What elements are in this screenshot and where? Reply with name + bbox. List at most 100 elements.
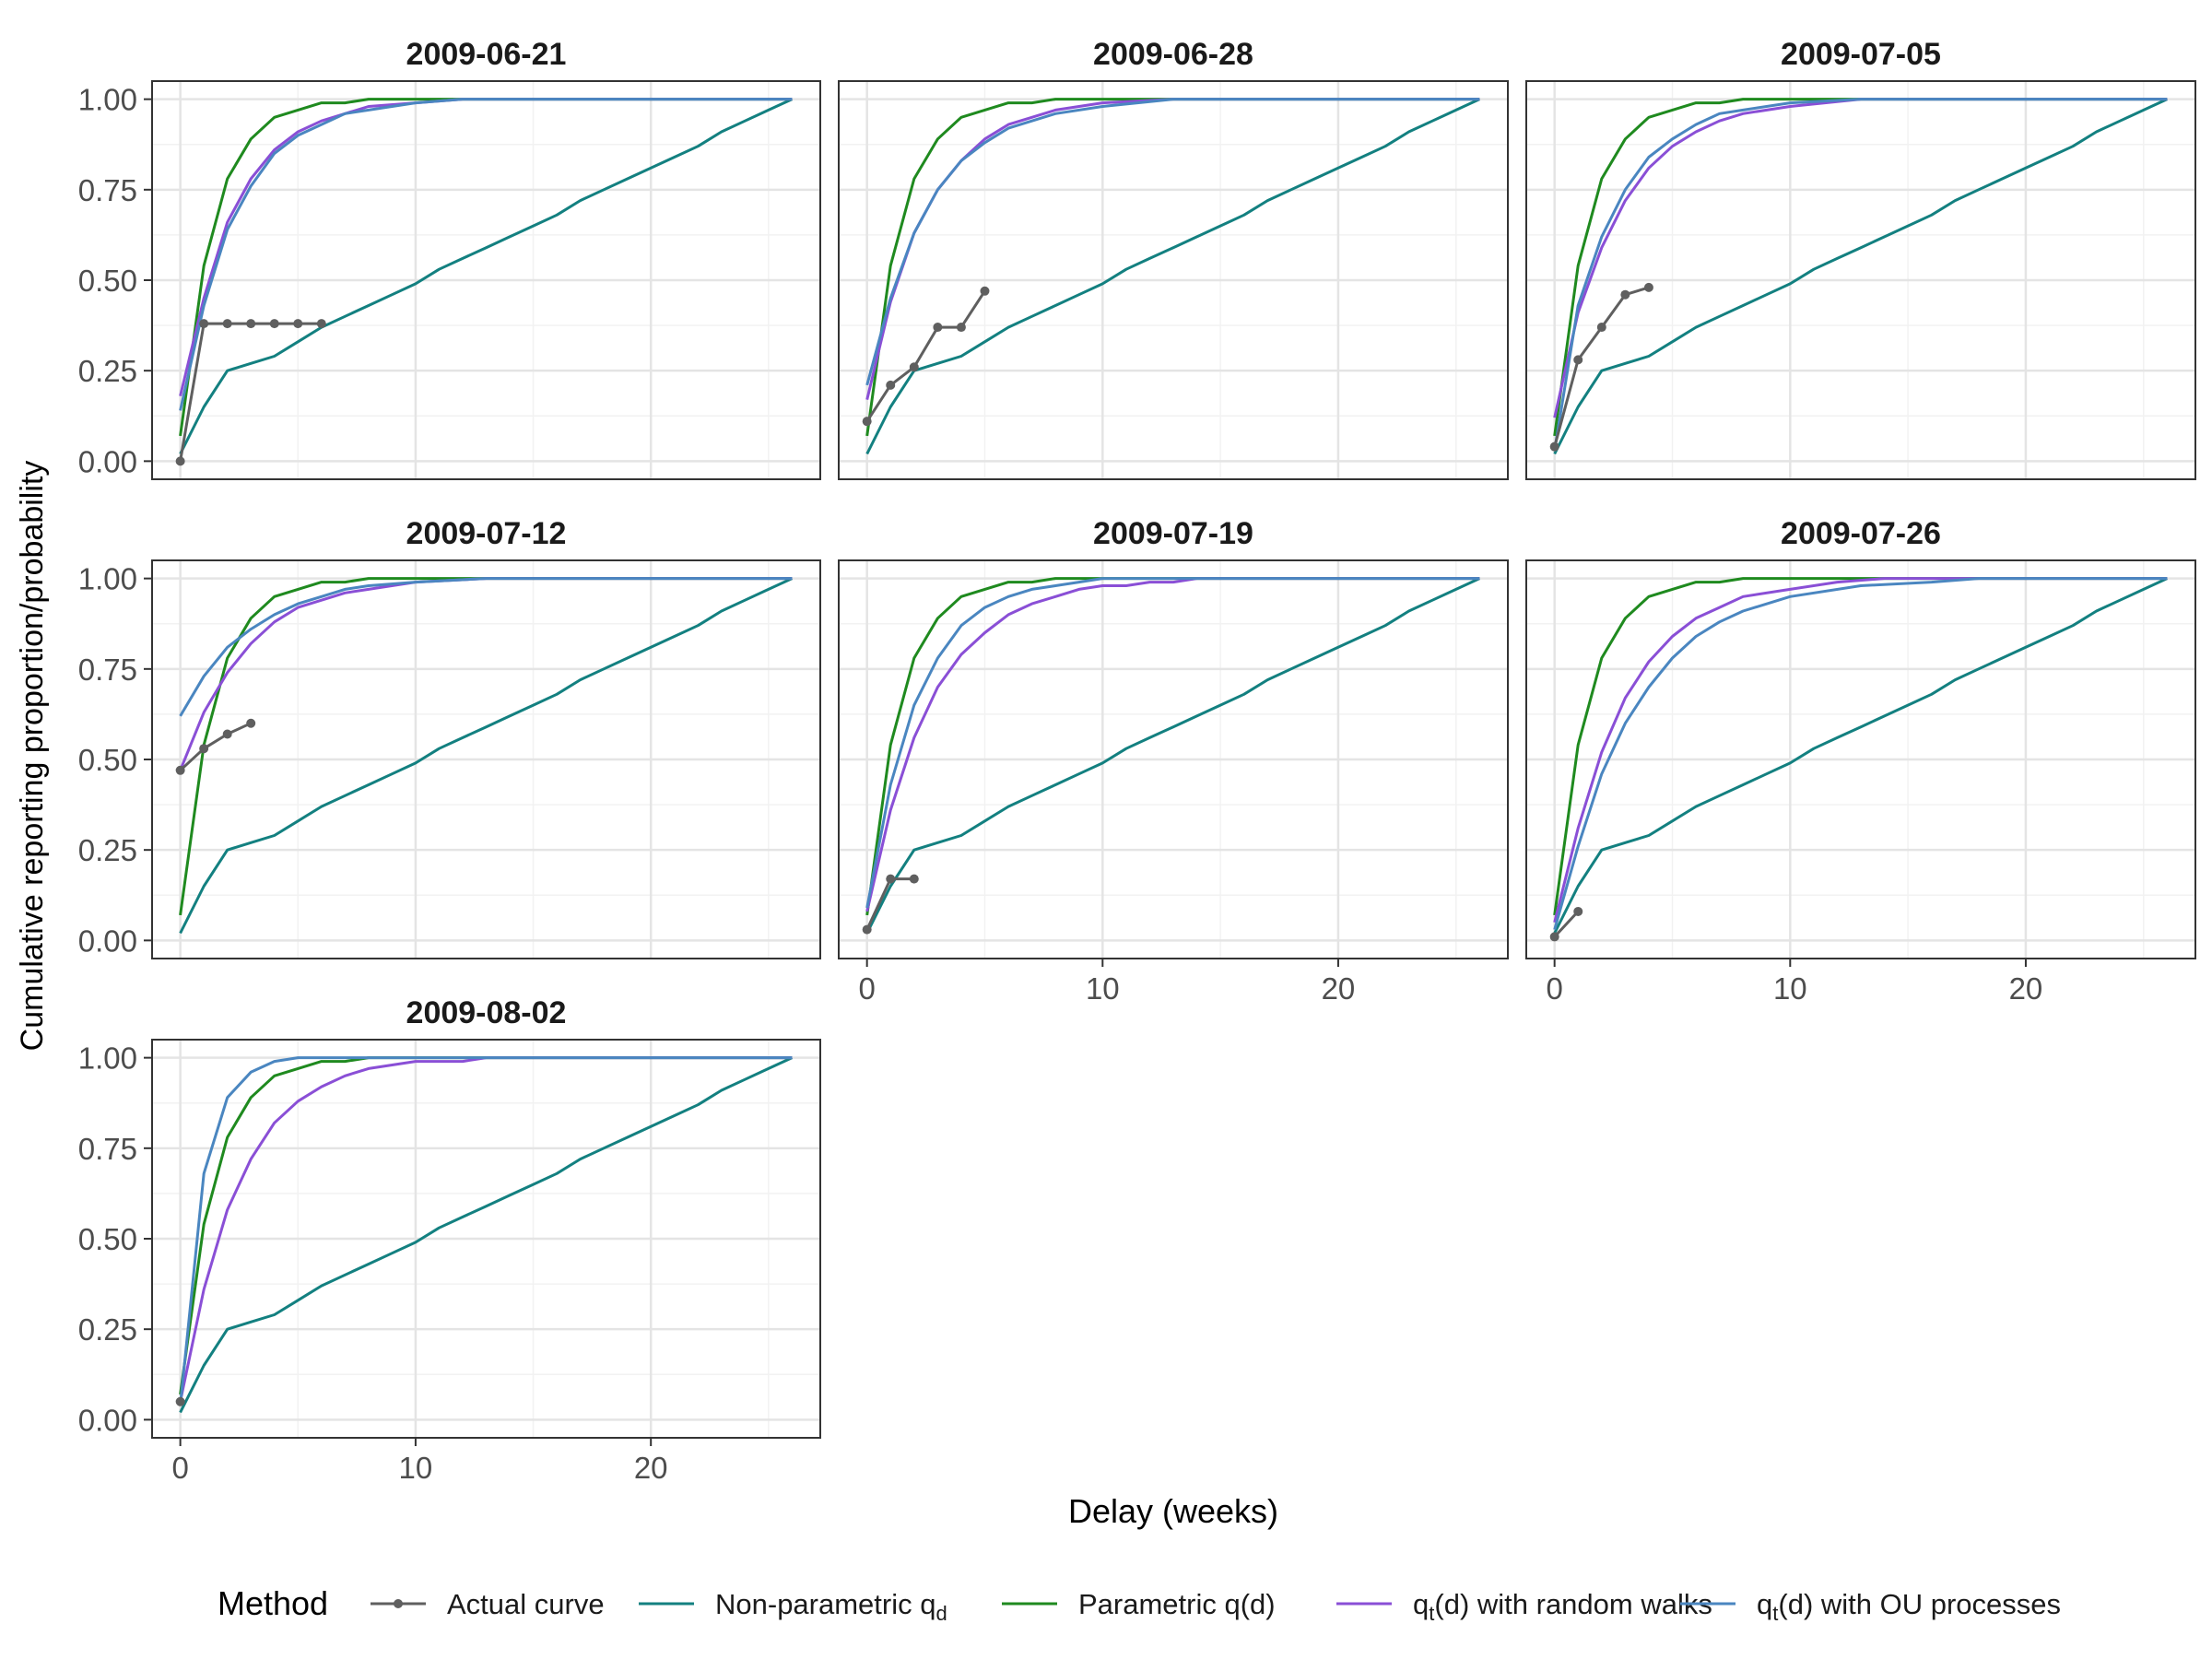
legend-label: qt(d) with random walks (1413, 1588, 1712, 1625)
y-tick-label: 0.50 (78, 743, 137, 777)
actual-point (175, 1396, 185, 1406)
legend-item-ou: qt(d) with OU processes (1680, 1588, 2061, 1625)
y-tick-label: 1.00 (78, 83, 137, 117)
series-actual-curve (865, 289, 986, 423)
actual-point (1596, 323, 1606, 333)
actual-point (246, 718, 256, 728)
panel-2009-06-28: 2009-06-28 (838, 37, 1509, 480)
legend-item-actual: Actual curve (371, 1588, 605, 1620)
legend-label: Non-parametric qd (715, 1588, 947, 1625)
panel-border (838, 559, 1509, 959)
y-tick-label: 0.00 (78, 1403, 137, 1437)
legend-key-point (394, 1599, 403, 1608)
panel-border (1525, 80, 2196, 480)
series-random-walks (1553, 577, 2168, 924)
y-tick-label: 0.75 (78, 173, 137, 207)
series-actual-curve (179, 722, 252, 771)
panel-2009-07-05: 2009-07-05 (1525, 37, 2196, 480)
series-actual-curve (1553, 910, 1580, 938)
x-tick-label: 10 (399, 1451, 433, 1485)
panel-2009-08-02: 2009-08-02 0.00 0.25 0.50 0.75 1.00 0 10 20 (78, 995, 821, 1485)
x-tick-label: 0 (171, 1451, 188, 1485)
y-tick-label: 0.75 (78, 653, 137, 687)
actual-point (886, 874, 896, 884)
panels: 2009-06-21 0.00 0.25 0.50 0.75 1.00 2009-06-28… (78, 37, 2196, 1485)
actual-point (980, 286, 990, 296)
series-random-walks (1553, 98, 2168, 418)
series-non-parametric (179, 98, 794, 455)
x-tick-label: 0 (858, 971, 875, 1006)
panel-2009-07-19: 2009-07-19 0 10 20 (838, 516, 1509, 1006)
x-axis-title: Delay (weeks) (1068, 1492, 1278, 1530)
actual-point (1620, 289, 1630, 300)
actual-point (909, 362, 919, 372)
legend-title: Method (218, 1584, 328, 1622)
actual-point (933, 323, 943, 333)
panel-title: 2009-06-21 (406, 37, 567, 72)
actual-point (246, 319, 256, 329)
series-ou-processes (1553, 98, 2168, 451)
actual-point (199, 319, 209, 329)
legend-label: Actual curve (447, 1588, 605, 1620)
legend-item-rw: qt(d) with random walks (1336, 1588, 1712, 1625)
series-non-parametric (1553, 577, 2168, 935)
panel-border (838, 80, 1509, 480)
panel-title: 2009-07-19 (1093, 516, 1253, 551)
y-tick-label: 1.00 (78, 1041, 137, 1076)
actual-point (222, 729, 232, 739)
actual-point (175, 765, 185, 775)
actual-point (222, 319, 232, 329)
actual-point (1549, 441, 1559, 452)
x-tick-label: 0 (1546, 971, 1562, 1006)
series-non-parametric (1553, 98, 2168, 455)
series-ou-processes (179, 98, 793, 411)
legend-item-param: Parametric q(d) (1002, 1588, 1276, 1620)
actual-point (199, 744, 209, 754)
y-tick-label: 0.25 (78, 833, 137, 867)
series-non-parametric (179, 577, 794, 935)
series-ou-processes (179, 1056, 793, 1406)
series-non-parametric (865, 98, 1480, 455)
actual-point (956, 323, 966, 333)
y-tick-label: 0.75 (78, 1132, 137, 1166)
y-tick-label: 0.25 (78, 1312, 137, 1347)
panel-title: 2009-07-12 (406, 516, 567, 551)
panel-title: 2009-06-28 (1093, 37, 1253, 72)
legend-item-nonparam: Non-parametric qd (639, 1588, 947, 1625)
y-tick-label: 0.00 (78, 444, 137, 478)
actual-point (269, 319, 279, 329)
x-tick-label: 10 (1773, 971, 1807, 1006)
x-tick-label: 20 (1322, 971, 1356, 1006)
y-tick-label: 1.00 (78, 562, 137, 596)
series-random-walks (865, 577, 1480, 912)
series-ou-processes (179, 577, 793, 717)
y-axis-title: Cumulative reporting proportion/probabil… (15, 461, 50, 1052)
actual-point (1643, 282, 1653, 292)
series-ou-processes (1553, 577, 2168, 931)
panel-2009-07-26: 2009-07-26 0 10 20 (1525, 516, 2196, 1006)
series-random-walks (179, 1056, 793, 1403)
actual-point (1573, 355, 1583, 365)
actual-point (175, 456, 185, 466)
y-tick-label: 0.50 (78, 264, 137, 298)
panel-title: 2009-07-26 (1781, 516, 1941, 551)
panel-2009-07-12: 2009-07-12 0.00 0.25 0.50 0.75 1.00 (78, 516, 821, 959)
actual-point (316, 319, 326, 329)
panel-2009-06-21: 2009-06-21 0.00 0.25 0.50 0.75 1.00 (78, 37, 821, 480)
y-tick-label: 0.50 (78, 1222, 137, 1256)
actual-point (862, 924, 872, 935)
x-tick-label: 20 (634, 1451, 668, 1485)
actual-point (1549, 932, 1559, 942)
series-ou-processes (865, 98, 1480, 386)
legend-label: qt(d) with OU processes (1757, 1588, 2061, 1625)
series-non-parametric (865, 577, 1480, 935)
panel-border (1525, 559, 2196, 959)
actual-point (862, 417, 872, 427)
y-tick-label: 0.00 (78, 924, 137, 958)
panel-title: 2009-08-02 (406, 995, 567, 1030)
actual-point (1573, 906, 1583, 916)
series-non-parametric (179, 1056, 794, 1414)
actual-point (293, 319, 303, 329)
y-tick-label: 0.25 (78, 354, 137, 388)
